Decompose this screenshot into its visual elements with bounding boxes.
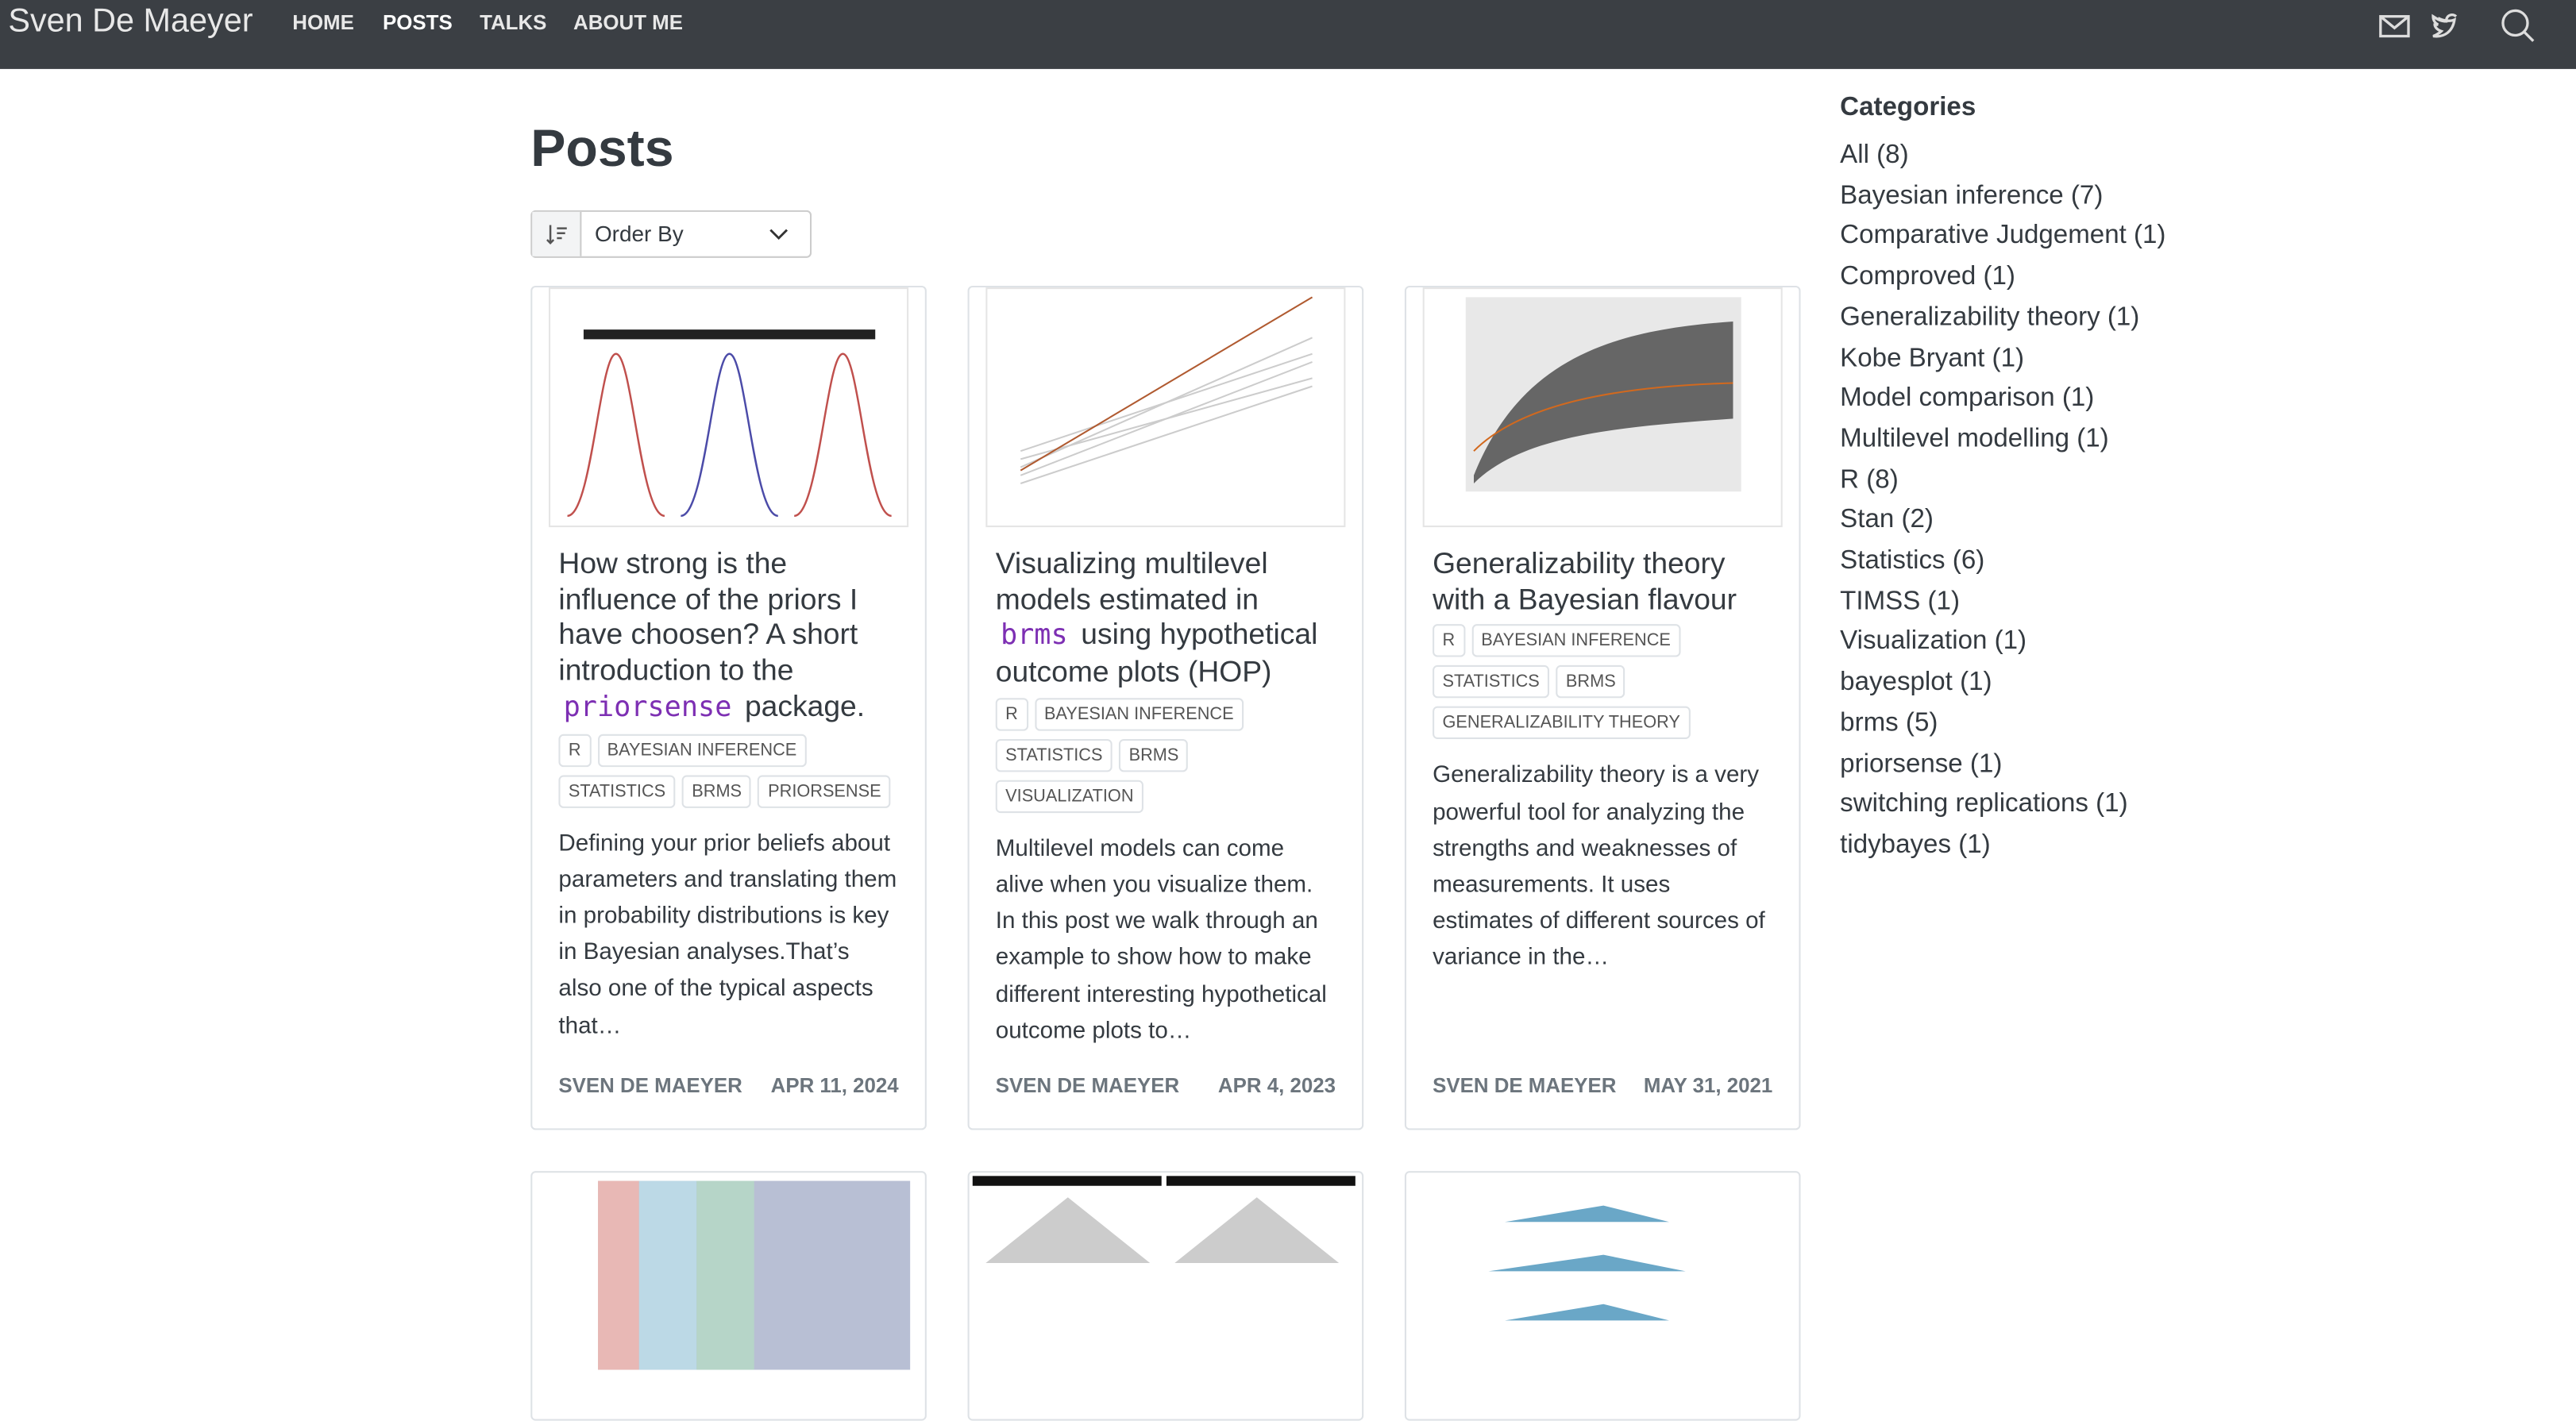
category-link[interactable]: brms (5): [1840, 709, 1938, 737]
tag[interactable]: BAYESIAN INFERENCE: [1034, 697, 1244, 731]
thumbnail: [985, 287, 1346, 528]
card-body: Visualizing multilevel models estimated …: [970, 527, 1362, 1049]
author: SVEN DE MAEYER: [558, 1074, 742, 1098]
category-link[interactable]: Kobe Bryant (1): [1840, 344, 2025, 372]
post-card[interactable]: [1404, 1171, 1801, 1421]
category-link[interactable]: bayesplot (1): [1840, 668, 1992, 697]
brand[interactable]: Sven De Maeyer: [8, 3, 253, 40]
tag[interactable]: BAYESIAN INFERENCE: [597, 733, 807, 767]
tag[interactable]: STATISTICS: [995, 738, 1113, 772]
date: APR 11, 2024: [770, 1074, 899, 1098]
chevron: [769, 229, 789, 241]
tag[interactable]: BRMS: [1119, 738, 1189, 772]
tag[interactable]: STATISTICS: [1433, 665, 1550, 699]
card-footer: SVEN DE MAEYER APR 11, 2024: [558, 1074, 898, 1097]
post-title[interactable]: How strong is the influence of the prior…: [558, 547, 898, 727]
mail-icon[interactable]: [2379, 15, 2410, 38]
thumbnail: [598, 1180, 911, 1370]
tag[interactable]: BRMS: [681, 774, 752, 807]
title-code: brms: [1000, 619, 1068, 653]
category-link[interactable]: switching replications (1): [1840, 790, 2128, 818]
tag[interactable]: R: [1433, 625, 1465, 658]
order-by[interactable]: Order By: [530, 210, 812, 258]
category-link[interactable]: Visualization (1): [1840, 628, 2027, 657]
search-icon[interactable]: [2501, 9, 2529, 37]
category-link[interactable]: Generalizability theory (1): [1840, 303, 2140, 332]
category-link[interactable]: R (8): [1840, 465, 1899, 494]
category-link[interactable]: Comproved (1): [1840, 263, 2015, 291]
card-body: How strong is the influence of the prior…: [532, 527, 924, 1044]
category-link[interactable]: Model comparison (1): [1840, 384, 2095, 413]
category-link[interactable]: All (8): [1840, 141, 1909, 170]
post-card[interactable]: Generalizability theory with a Bayesian …: [1404, 285, 1801, 1130]
excerpt: Defining your prior beliefs about parame…: [558, 830, 897, 1039]
nav-link[interactable]: TALKS: [480, 11, 547, 35]
post-card[interactable]: [967, 1171, 1364, 1421]
card-footer: SVEN DE MAEYER MAY 31, 2021: [1433, 1074, 1772, 1097]
category-link[interactable]: Comparative Judgement (1): [1840, 222, 2166, 251]
post-title[interactable]: Generalizability theory with a Bayesian …: [1433, 547, 1772, 618]
title-code: priorsense: [563, 691, 732, 724]
thumbnail: [1488, 1205, 1686, 1321]
nav-icons: [2379, 9, 2535, 42]
category-link[interactable]: priorsense (1): [1840, 749, 2003, 778]
category-link[interactable]: Multilevel modelling (1): [1840, 425, 2109, 453]
title-text: Generalizability theory with a Bayesian …: [1433, 546, 1737, 616]
category-link[interactable]: tidybayes (1): [1840, 830, 1991, 859]
tag[interactable]: VISUALIZATION: [995, 780, 1143, 813]
tags: R BAYESIAN INFERENCE STATISTICS BRMS GENERAL…: [1433, 625, 1772, 748]
tag[interactable]: BRMS: [1556, 665, 1626, 699]
nav-link[interactable]: POSTS: [383, 11, 453, 35]
category-link[interactable]: TIMSS (1): [1840, 587, 1960, 616]
post-card[interactable]: How strong is the influence of the prior…: [530, 285, 927, 1130]
post-title[interactable]: Visualizing multilevel models estimated …: [996, 547, 1336, 691]
tag[interactable]: GENERALIZABILITY THEORY: [1433, 707, 1691, 740]
date: MAY 31, 2021: [1643, 1074, 1773, 1098]
category-link[interactable]: Statistics (6): [1840, 546, 1985, 576]
twitter-icon[interactable]: [2431, 13, 2458, 38]
sort-icon: [546, 225, 567, 245]
page-title: Posts: [530, 117, 674, 178]
tag[interactable]: R: [558, 733, 591, 767]
date: APR 4, 2023: [1217, 1074, 1336, 1098]
category-link[interactable]: Stan (2): [1840, 506, 1934, 535]
card-body: Generalizability theory with a Bayesian …: [1406, 527, 1799, 976]
tag[interactable]: R: [995, 697, 1028, 731]
excerpt: Multilevel models can come alive when yo…: [995, 835, 1327, 1045]
excerpt: Generalizability theory is a very powerf…: [1433, 762, 1765, 972]
title-text: package.: [736, 689, 866, 722]
order-by-label: Order By: [594, 221, 684, 247]
card-footer: SVEN DE MAEYER APR 4, 2023: [996, 1074, 1336, 1097]
title-text: How strong is the influence of the prior…: [558, 546, 858, 687]
thumbnail: [549, 287, 909, 528]
tag[interactable]: STATISTICS: [558, 774, 676, 807]
thumbnail: [1422, 287, 1783, 528]
sidebar-heading: Categories: [1840, 93, 1976, 122]
nav-link[interactable]: ABOUT ME: [573, 11, 683, 35]
post-card[interactable]: Visualizing multilevel models estimated …: [967, 285, 1364, 1130]
thumbnail: [972, 1176, 1355, 1263]
title-text: Visualizing multilevel models estimated …: [995, 546, 1268, 616]
author: SVEN DE MAEYER: [1433, 1074, 1617, 1098]
author: SVEN DE MAEYER: [995, 1074, 1180, 1098]
title-text: using hypothetical outcome plots (HOP): [995, 618, 1318, 689]
navbar: Sven De Maeyer HOME POSTS TALKS ABOUT ME: [0, 0, 2576, 69]
tags: R BAYESIAN INFERENCE STATISTICS BRMS PRIORSE…: [558, 733, 898, 815]
nav-link[interactable]: HOME: [292, 11, 354, 35]
post-card[interactable]: [530, 1171, 927, 1421]
tag[interactable]: BAYESIAN INFERENCE: [1471, 625, 1681, 658]
tag[interactable]: PRIORSENSE: [758, 774, 892, 807]
tags: R BAYESIAN INFERENCE STATISTICS BRMS VISUALI…: [995, 697, 1336, 821]
category-link[interactable]: Bayesian inference (7): [1840, 182, 2104, 210]
